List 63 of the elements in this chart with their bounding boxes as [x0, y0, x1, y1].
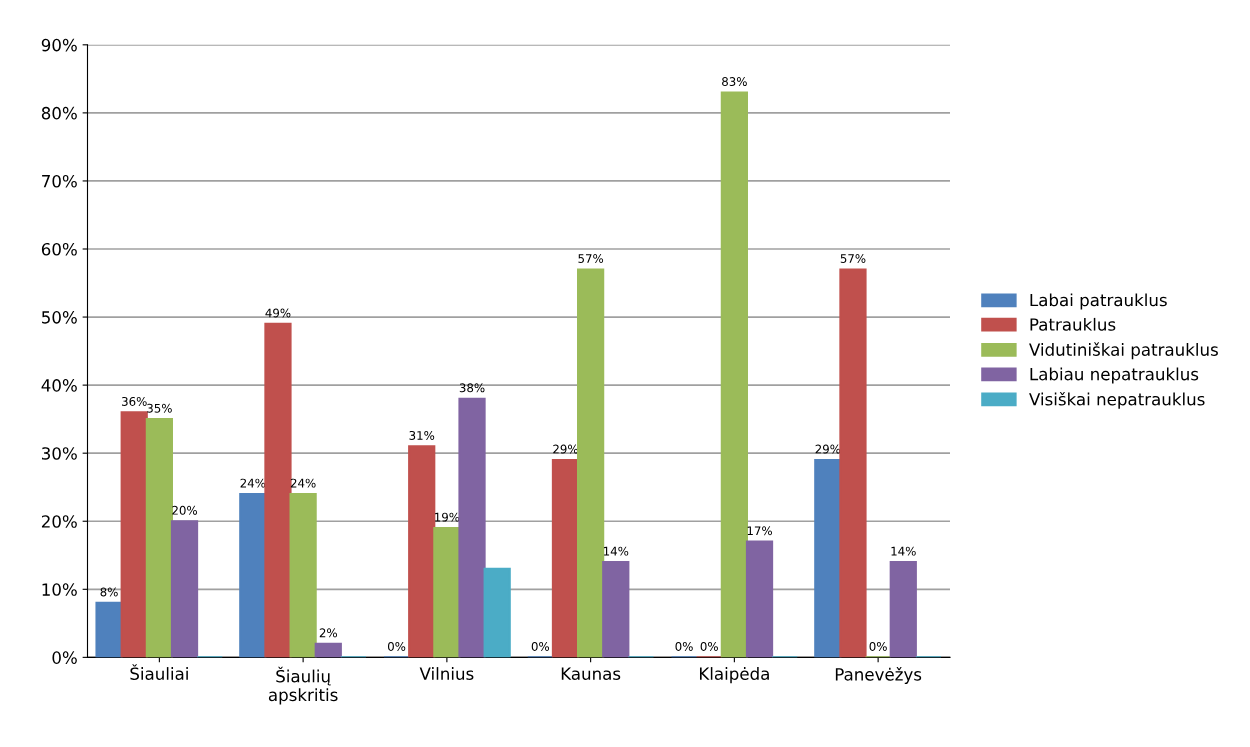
bar — [314, 642, 342, 658]
data-label: 36% — [122, 396, 147, 406]
y-tick-label: 0% — [52, 651, 77, 664]
bar — [239, 492, 267, 658]
legend-label: Vidutiniškai patrauklus — [1029, 342, 1218, 360]
data-label: 29% — [553, 444, 578, 454]
legend-label: Labiau nepatrauklus — [1030, 367, 1199, 384]
data-label: 14% — [891, 546, 916, 556]
data-label: 24% — [290, 478, 316, 488]
x-tick-label: Panevėžys — [835, 667, 922, 684]
legend-label: Patrauklus — [1030, 317, 1116, 331]
bar — [551, 458, 580, 658]
data-label: 19% — [435, 512, 460, 522]
bar — [839, 268, 867, 658]
data-label: 24% — [240, 478, 266, 488]
x-tick-label: Vilnius — [419, 667, 474, 680]
data-label: 0% — [869, 641, 887, 651]
x-tick-label: Šiauliai — [130, 664, 188, 680]
data-label: 35% — [147, 403, 172, 413]
data-label: 57% — [578, 254, 604, 263]
data-label: 0% — [387, 641, 406, 651]
data-label: 83% — [722, 77, 747, 87]
y-tick-label: 90% — [41, 38, 77, 52]
data-label: 49% — [265, 308, 291, 318]
bar — [120, 411, 148, 658]
x-tick-label: Kaunas — [561, 667, 621, 680]
y-tick-label: 20% — [41, 515, 77, 528]
x-tick-label: Šiaulių apskritis — [268, 666, 338, 705]
data-label: 29% — [815, 444, 841, 454]
data-label: 57% — [840, 254, 866, 263]
bar — [95, 601, 123, 658]
data-label: 0% — [700, 641, 718, 651]
bar — [264, 322, 292, 658]
y-tick-label: 30% — [42, 447, 77, 460]
y-tick-label: 70% — [42, 174, 77, 188]
bar — [889, 561, 917, 658]
bar — [289, 492, 317, 658]
data-label: 0% — [531, 641, 550, 651]
y-tick-label: 40% — [41, 379, 77, 392]
data-label: 14% — [603, 546, 629, 556]
bar — [602, 561, 630, 658]
bar — [433, 527, 461, 658]
bar — [577, 268, 605, 658]
y-tick-label: 10% — [42, 583, 77, 596]
data-label: 0% — [675, 641, 693, 651]
data-label: 8% — [100, 587, 118, 597]
y-tick-label: 60% — [41, 242, 77, 256]
bar — [408, 445, 436, 658]
data-label: 2% — [319, 628, 337, 638]
bar — [720, 91, 748, 658]
y-tick-label: 80% — [41, 106, 77, 120]
y-tick-label: 50% — [42, 311, 77, 324]
data-label: 38% — [459, 383, 485, 393]
data-label: 31% — [409, 430, 435, 440]
bar — [458, 397, 486, 658]
bar — [814, 458, 842, 658]
bar — [145, 418, 173, 658]
bar — [483, 567, 511, 658]
x-tick-label: Klaipėda — [699, 667, 769, 684]
legend-label: Labai patrauklus — [1030, 293, 1167, 310]
legend-label: Visiškai nepatrauklus — [1029, 391, 1205, 409]
bar — [745, 540, 774, 658]
bar — [170, 520, 199, 658]
